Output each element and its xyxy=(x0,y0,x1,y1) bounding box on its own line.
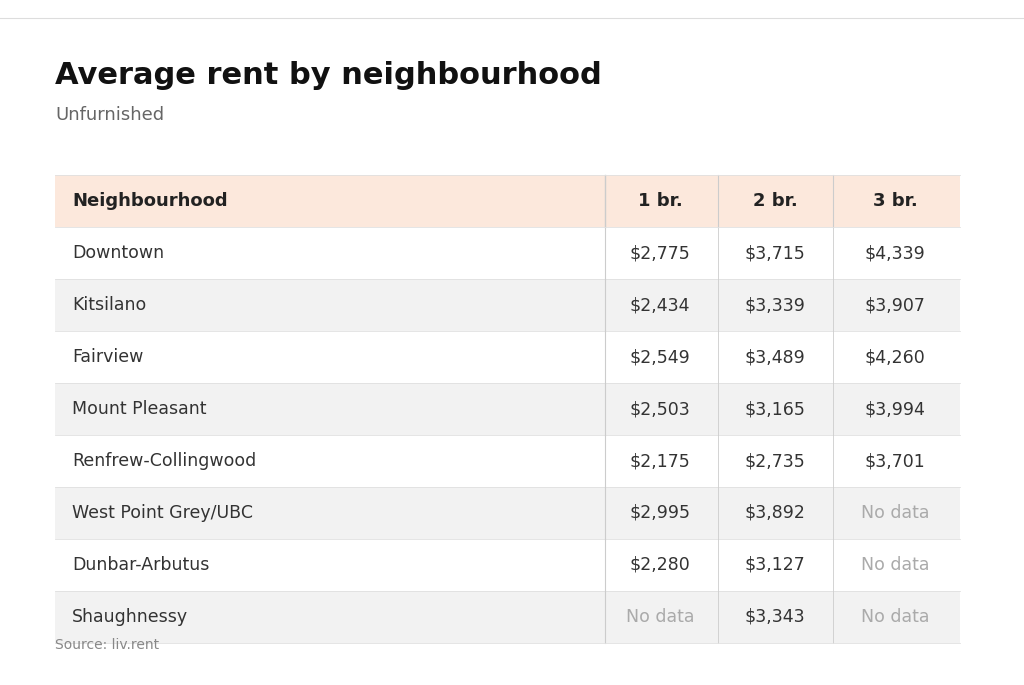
Text: $3,127: $3,127 xyxy=(744,556,805,574)
Text: $2,549: $2,549 xyxy=(630,348,690,366)
FancyBboxPatch shape xyxy=(55,227,961,279)
Text: $3,907: $3,907 xyxy=(864,296,926,314)
Text: $3,489: $3,489 xyxy=(744,348,805,366)
Text: 3 br.: 3 br. xyxy=(872,192,918,210)
Text: $4,339: $4,339 xyxy=(864,244,926,262)
Text: Mount Pleasant: Mount Pleasant xyxy=(72,400,207,418)
Text: $3,339: $3,339 xyxy=(744,296,806,314)
Text: No data: No data xyxy=(861,556,929,574)
FancyBboxPatch shape xyxy=(55,435,961,487)
Text: $3,994: $3,994 xyxy=(864,400,926,418)
Text: Shaughnessy: Shaughnessy xyxy=(72,608,188,626)
Text: $3,715: $3,715 xyxy=(744,244,805,262)
Text: $4,260: $4,260 xyxy=(864,348,926,366)
Text: 2 br.: 2 br. xyxy=(753,192,798,210)
FancyBboxPatch shape xyxy=(55,331,961,383)
Text: 1 br.: 1 br. xyxy=(638,192,682,210)
Text: Dunbar-Arbutus: Dunbar-Arbutus xyxy=(72,556,209,574)
Text: Kitsilano: Kitsilano xyxy=(72,296,146,314)
Text: $2,775: $2,775 xyxy=(630,244,690,262)
FancyBboxPatch shape xyxy=(55,175,961,227)
FancyBboxPatch shape xyxy=(55,539,961,591)
Text: $2,175: $2,175 xyxy=(630,452,690,470)
Text: West Point Grey/UBC: West Point Grey/UBC xyxy=(72,504,253,522)
Text: Neighbourhood: Neighbourhood xyxy=(72,192,227,210)
Text: $2,280: $2,280 xyxy=(630,556,690,574)
Text: $2,995: $2,995 xyxy=(630,504,690,522)
Text: No data: No data xyxy=(626,608,694,626)
Text: $3,165: $3,165 xyxy=(744,400,806,418)
Text: Renfrew-Collingwood: Renfrew-Collingwood xyxy=(72,452,256,470)
Text: Fairview: Fairview xyxy=(72,348,143,366)
Text: No data: No data xyxy=(861,608,929,626)
Text: Downtown: Downtown xyxy=(72,244,164,262)
Text: Average rent by neighbourhood: Average rent by neighbourhood xyxy=(55,60,602,90)
Text: $2,503: $2,503 xyxy=(630,400,690,418)
FancyBboxPatch shape xyxy=(55,383,961,435)
Text: $2,735: $2,735 xyxy=(744,452,805,470)
FancyBboxPatch shape xyxy=(55,279,961,331)
Text: No data: No data xyxy=(861,504,929,522)
Text: $3,343: $3,343 xyxy=(744,608,805,626)
Text: $2,434: $2,434 xyxy=(630,296,690,314)
Text: $3,701: $3,701 xyxy=(864,452,926,470)
FancyBboxPatch shape xyxy=(55,487,961,539)
Text: Unfurnished: Unfurnished xyxy=(55,106,164,124)
Text: $3,892: $3,892 xyxy=(744,504,806,522)
Text: Source: liv.rent: Source: liv.rent xyxy=(55,638,159,652)
FancyBboxPatch shape xyxy=(55,591,961,643)
